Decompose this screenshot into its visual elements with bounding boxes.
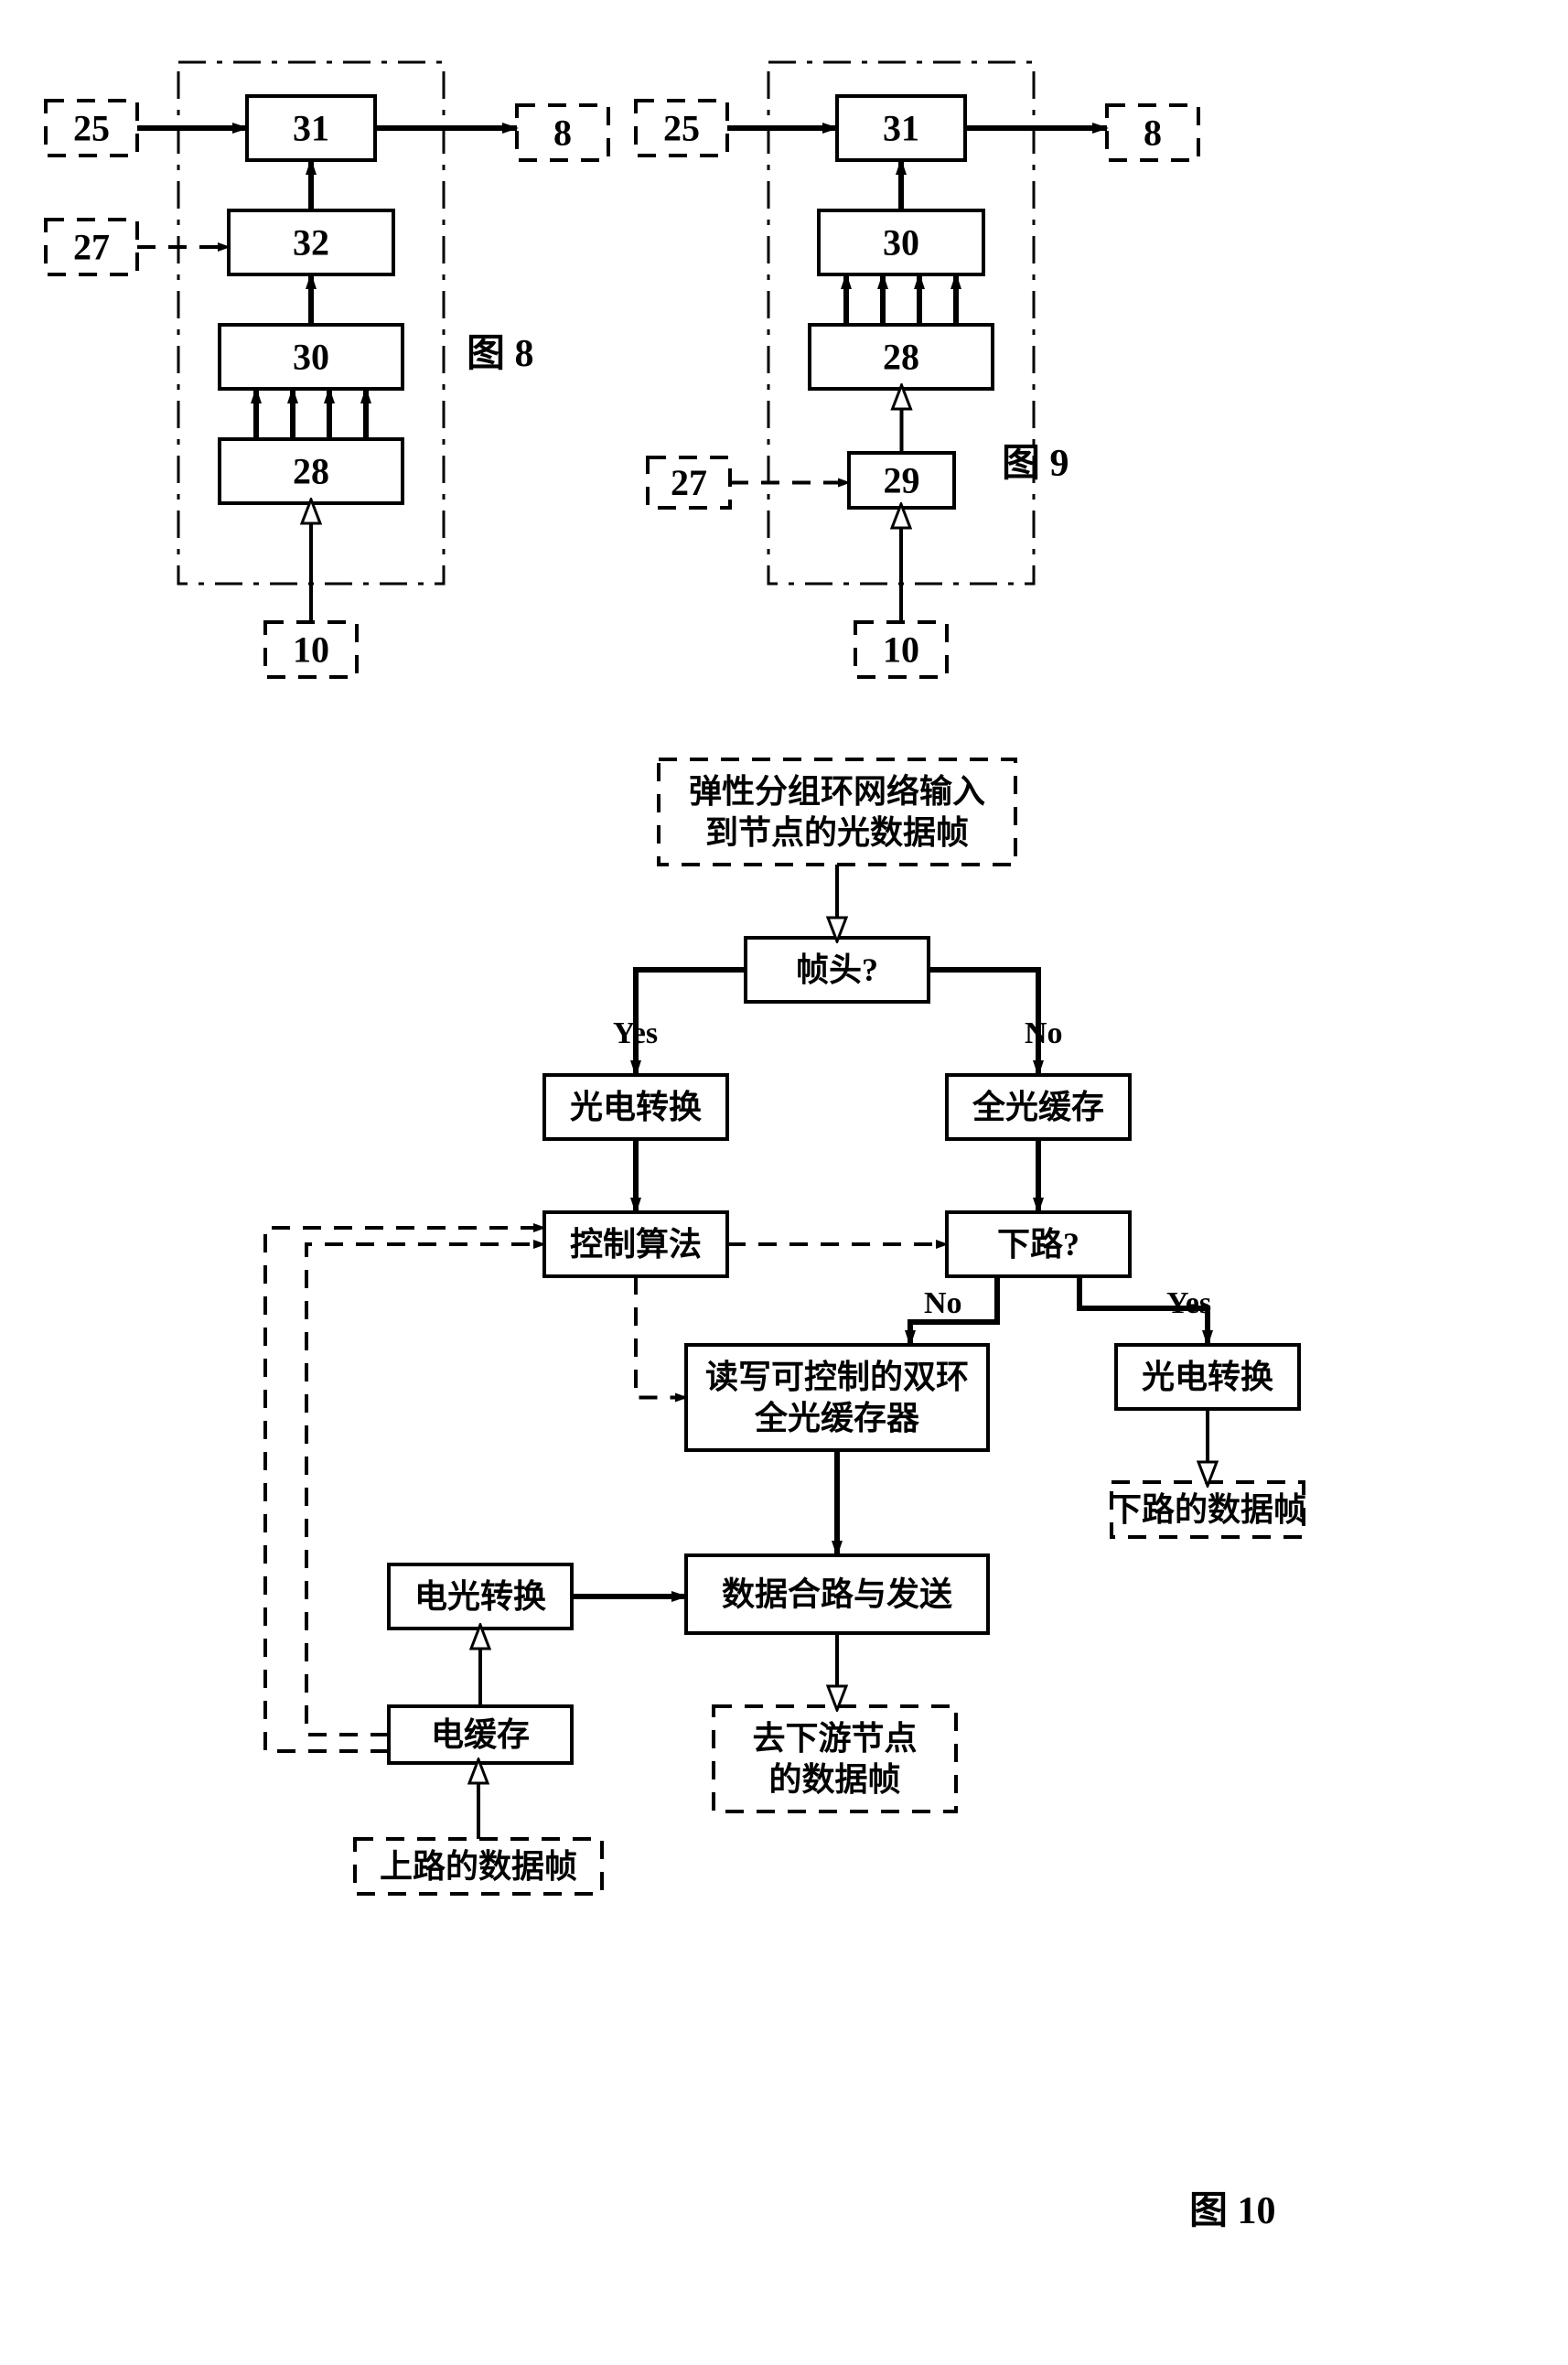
svg-text:31: 31 (883, 108, 919, 149)
figure-9-label: 图 9 (1002, 443, 1069, 485)
svg-text:25: 25 (663, 108, 700, 149)
svg-text:30: 30 (883, 222, 919, 263)
svg-text:下路?: 下路? (997, 1226, 1079, 1263)
figure-9: 25 27 31 30 28 29 8 10 图 9 (636, 62, 1198, 677)
figure-10-label: 图 10 (1189, 2190, 1276, 2232)
svg-text:28: 28 (293, 451, 329, 492)
svg-text:全光缓存器: 全光缓存器 (754, 1399, 920, 1436)
svg-text:8: 8 (553, 113, 572, 154)
svg-text:27: 27 (73, 227, 110, 268)
figure-10: 弹性分组环网络输入到节点的光数据帧帧头? 光电转换 全光缓存控制算法 下路? 读写可控制… (265, 759, 1326, 2232)
svg-text:去下游节点: 去下游节点 (752, 1720, 917, 1757)
label-yes2: Yes (1166, 1286, 1211, 1320)
svg-text:帧头?: 帧头? (796, 951, 878, 988)
label-no1: No (1025, 1016, 1063, 1050)
svg-text:电缓存: 电缓存 (431, 1716, 530, 1753)
svg-text:30: 30 (293, 337, 329, 378)
svg-text:31: 31 (293, 108, 329, 149)
figure-8: 25 27 31 32 30 28 8 10 图 8 (46, 62, 608, 677)
svg-text:27: 27 (671, 462, 707, 503)
svg-text:光电转换: 光电转换 (1142, 1359, 1273, 1395)
svg-text:32: 32 (293, 222, 329, 263)
svg-text:25: 25 (73, 108, 110, 149)
svg-text:电光转换: 电光转换 (414, 1578, 546, 1615)
figure-8-label: 图 8 (467, 333, 534, 375)
svg-text:读写可控制的双环: 读写可控制的双环 (705, 1359, 969, 1395)
svg-text:的数据帧: 的数据帧 (768, 1761, 900, 1798)
svg-text:10: 10 (293, 629, 329, 671)
svg-text:8: 8 (1144, 113, 1162, 154)
svg-text:上路的数据帧: 上路的数据帧 (380, 1848, 577, 1885)
svg-text:光电转换: 光电转换 (570, 1089, 702, 1125)
label-yes1: Yes (613, 1016, 658, 1050)
svg-text:数据合路与发送: 数据合路与发送 (722, 1576, 952, 1613)
svg-text:控制算法: 控制算法 (570, 1226, 702, 1263)
label-no2: No (924, 1286, 962, 1320)
svg-text:下路的数据帧: 下路的数据帧 (1109, 1491, 1306, 1528)
svg-text:弹性分组环网络输入: 弹性分组环网络输入 (689, 772, 985, 810)
svg-text:到节点的光数据帧: 到节点的光数据帧 (705, 814, 969, 851)
svg-text:28: 28 (883, 337, 919, 378)
svg-text:29: 29 (884, 460, 920, 501)
svg-text:全光缓存: 全光缓存 (972, 1088, 1104, 1125)
svg-text:10: 10 (883, 629, 919, 671)
